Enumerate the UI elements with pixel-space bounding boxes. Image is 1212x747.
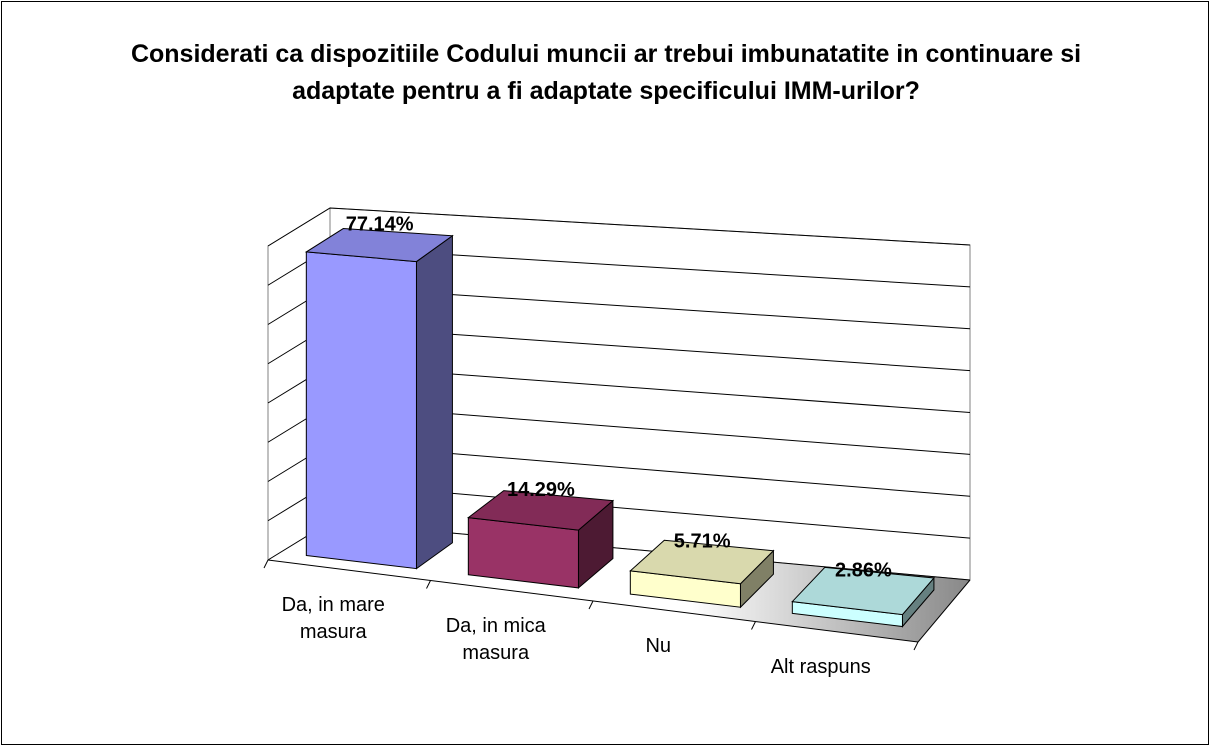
x-tick-label: Da, in mare masura — [281, 594, 385, 644]
chart-title: Considerati ca dispozitiile Codului munc… — [130, 40, 1082, 105]
grid-line — [267, 207, 971, 247]
bar — [791, 566, 935, 628]
x-tick — [751, 621, 756, 630]
x-tick — [263, 559, 269, 569]
bar-top — [304, 228, 454, 263]
bar-top — [467, 490, 615, 531]
x-tick — [913, 641, 919, 651]
bar — [304, 228, 454, 570]
x-tick-label: Alt raspuns — [770, 655, 871, 678]
bar-front — [305, 251, 417, 570]
x-tick — [426, 580, 431, 589]
value-label: 2.86% — [835, 559, 892, 581]
bar-top — [629, 539, 775, 585]
bar — [629, 539, 775, 609]
bar-side — [415, 234, 453, 570]
x-tick — [588, 600, 594, 610]
x-tick-label: Nu — [645, 635, 672, 658]
value-label: 5.71% — [674, 530, 731, 552]
value-label: 14.29% — [507, 479, 575, 501]
x-tick-label: Da, in mica masura — [445, 614, 546, 664]
bar — [467, 490, 615, 589]
value-label: 77.14% — [346, 213, 414, 235]
floor-edge — [917, 579, 971, 643]
bar-top — [791, 566, 935, 616]
